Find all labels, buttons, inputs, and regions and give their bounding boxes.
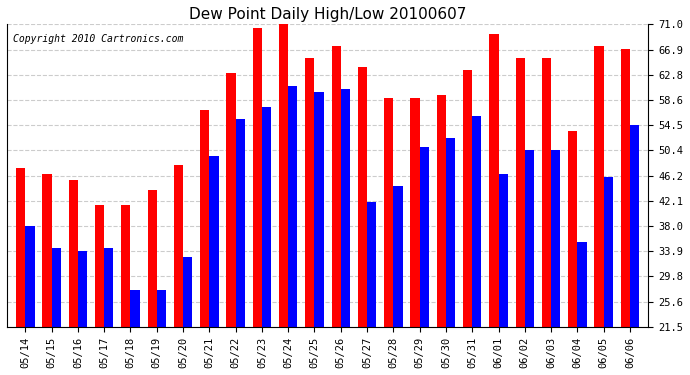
Bar [621, 49, 630, 375]
Bar [209, 156, 219, 375]
Bar [226, 74, 236, 375]
Bar [420, 147, 429, 375]
Bar [78, 251, 87, 375]
Bar [148, 189, 157, 375]
Bar [279, 18, 288, 375]
Bar [358, 67, 367, 375]
Bar [332, 46, 341, 375]
Bar [604, 177, 613, 375]
Bar [542, 58, 551, 375]
Bar [288, 86, 297, 375]
Bar [578, 242, 586, 375]
Bar [95, 205, 104, 375]
Bar [315, 92, 324, 375]
Title: Dew Point Daily High/Low 20100607: Dew Point Daily High/Low 20100607 [189, 7, 466, 22]
Bar [446, 138, 455, 375]
Bar [305, 58, 315, 375]
Bar [104, 248, 113, 375]
Bar [489, 34, 498, 375]
Bar [367, 202, 376, 375]
Text: Copyright 2010 Cartronics.com: Copyright 2010 Cartronics.com [13, 34, 184, 44]
Bar [630, 125, 639, 375]
Bar [26, 226, 34, 375]
Bar [16, 168, 26, 375]
Bar [515, 58, 525, 375]
Bar [472, 116, 482, 375]
Bar [52, 248, 61, 375]
Bar [183, 257, 193, 375]
Bar [568, 132, 578, 375]
Bar [157, 290, 166, 375]
Bar [121, 205, 130, 375]
Bar [174, 165, 183, 375]
Bar [551, 150, 560, 375]
Bar [384, 98, 393, 375]
Bar [411, 98, 420, 375]
Bar [236, 119, 245, 375]
Bar [525, 150, 534, 375]
Bar [130, 290, 139, 375]
Bar [69, 180, 78, 375]
Bar [253, 27, 262, 375]
Bar [498, 174, 508, 375]
Bar [463, 70, 472, 375]
Bar [393, 186, 402, 375]
Bar [200, 110, 209, 375]
Bar [42, 174, 52, 375]
Bar [437, 95, 446, 375]
Bar [262, 107, 271, 375]
Bar [341, 88, 350, 375]
Bar [595, 46, 604, 375]
